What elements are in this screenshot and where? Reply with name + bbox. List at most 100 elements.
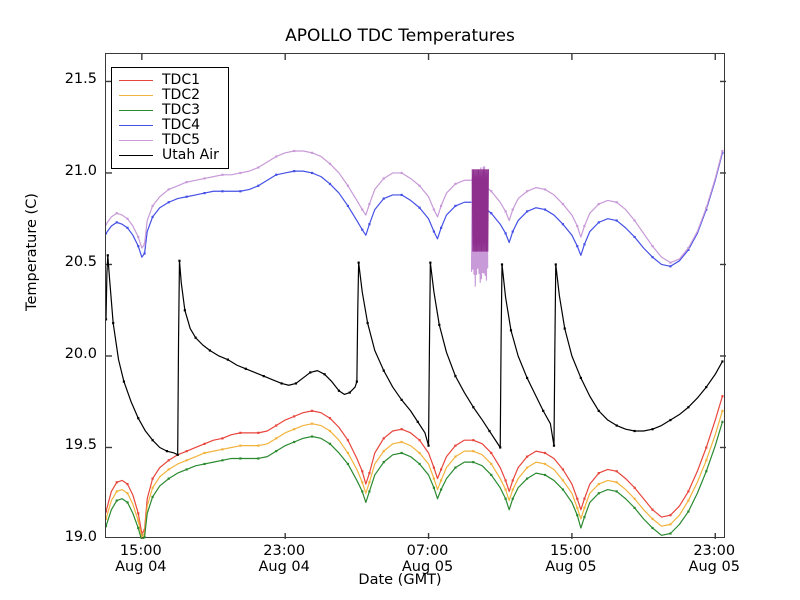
series-marker [401, 428, 403, 430]
series-marker [151, 496, 153, 498]
series-marker [239, 432, 241, 434]
series-marker [490, 212, 492, 214]
series-marker [505, 479, 507, 481]
series-marker [329, 443, 331, 445]
series-marker [472, 406, 474, 408]
series-marker [687, 247, 689, 249]
series-marker [526, 210, 528, 212]
series-marker [112, 322, 114, 324]
series-marker [293, 441, 295, 443]
series-marker [583, 498, 585, 500]
series-marker [329, 430, 331, 432]
legend-item-tdc2: TDC2 [119, 88, 219, 103]
series-marker [137, 236, 139, 238]
series-marker [168, 201, 170, 203]
x-tick-label: 15:00 Aug 04 [81, 543, 201, 575]
series-marker [454, 445, 456, 447]
series-marker [401, 399, 403, 401]
x-tick-time: 07:00 [368, 543, 488, 559]
series-marker [143, 243, 145, 245]
series-marker [490, 190, 492, 192]
series-marker [168, 459, 170, 461]
series-marker [583, 225, 585, 227]
series-marker [576, 245, 578, 247]
series-marker [143, 536, 145, 538]
series-marker [490, 474, 492, 476]
series-marker [438, 324, 440, 326]
series-marker [433, 487, 435, 489]
legend-label: TDC3 [162, 103, 200, 118]
x-tick-time: 23:00 [654, 543, 774, 559]
series-marker [116, 212, 118, 214]
series-marker [598, 410, 600, 412]
y-tick-label: 19.5 [37, 437, 97, 453]
series-marker [106, 510, 107, 512]
series-marker [526, 190, 528, 192]
series-marker [634, 487, 636, 489]
series-marker [116, 490, 118, 492]
series-marker [239, 172, 241, 174]
series-marker [705, 207, 707, 209]
series-marker [275, 450, 277, 452]
series-marker [358, 262, 360, 264]
series-marker [562, 488, 564, 490]
series-marker [501, 263, 503, 265]
series-marker [106, 318, 107, 320]
series-marker [311, 410, 313, 412]
legend-label: TDC5 [162, 133, 200, 148]
series-marker [245, 368, 247, 370]
series-marker [499, 446, 501, 448]
series-marker [239, 190, 241, 192]
series-marker [687, 510, 689, 512]
series-marker [367, 322, 369, 324]
x-axis-label: Date (GMT) [0, 572, 800, 588]
series-marker [705, 459, 707, 461]
series-marker [418, 452, 420, 454]
legend-item-tdc4: TDC4 [119, 118, 219, 133]
legend-label: Utah Air [162, 148, 219, 163]
series-marker [203, 463, 205, 465]
x-tick-label: 23:00 Aug 04 [224, 543, 344, 575]
series-marker [562, 223, 564, 225]
series-marker [634, 498, 636, 500]
series-marker [651, 527, 653, 529]
series-noise-burst [472, 169, 488, 251]
series-marker [151, 216, 153, 218]
series-marker [583, 516, 585, 518]
series-marker [383, 437, 385, 439]
y-tick-label: 21.0 [37, 163, 97, 179]
series-marker [616, 219, 618, 221]
series-marker [116, 499, 118, 501]
series-marker [221, 459, 223, 461]
series-marker [126, 483, 128, 485]
series-marker [347, 463, 349, 465]
chart-legend: TDC1 TDC2 TDC3 TDC4 TDC5 Utah Air [111, 67, 229, 169]
series-marker [275, 155, 277, 157]
series-marker [106, 525, 107, 527]
series-marker [616, 490, 618, 492]
series-marker [311, 152, 313, 154]
series-marker [347, 185, 349, 187]
series-marker [361, 208, 363, 210]
series-marker [383, 450, 385, 452]
series-marker [257, 166, 259, 168]
series-marker [186, 196, 188, 198]
series-marker [178, 260, 180, 262]
series-marker [454, 205, 456, 207]
series-marker [505, 498, 507, 500]
series-marker [263, 375, 265, 377]
series-marker [347, 439, 349, 441]
series-marker [126, 227, 128, 229]
series-marker [311, 423, 313, 425]
series-marker [544, 452, 546, 454]
series-marker [512, 498, 514, 500]
series-marker [651, 509, 653, 511]
series-tdc4 [106, 152, 724, 268]
legend-label: TDC4 [162, 118, 200, 133]
series-marker [440, 205, 442, 207]
x-tick-time: 15:00 [511, 543, 631, 559]
series-marker [576, 225, 578, 227]
legend-item-utah-air: Utah Air [119, 148, 219, 163]
series-marker [368, 490, 370, 492]
series-marker [239, 445, 241, 447]
